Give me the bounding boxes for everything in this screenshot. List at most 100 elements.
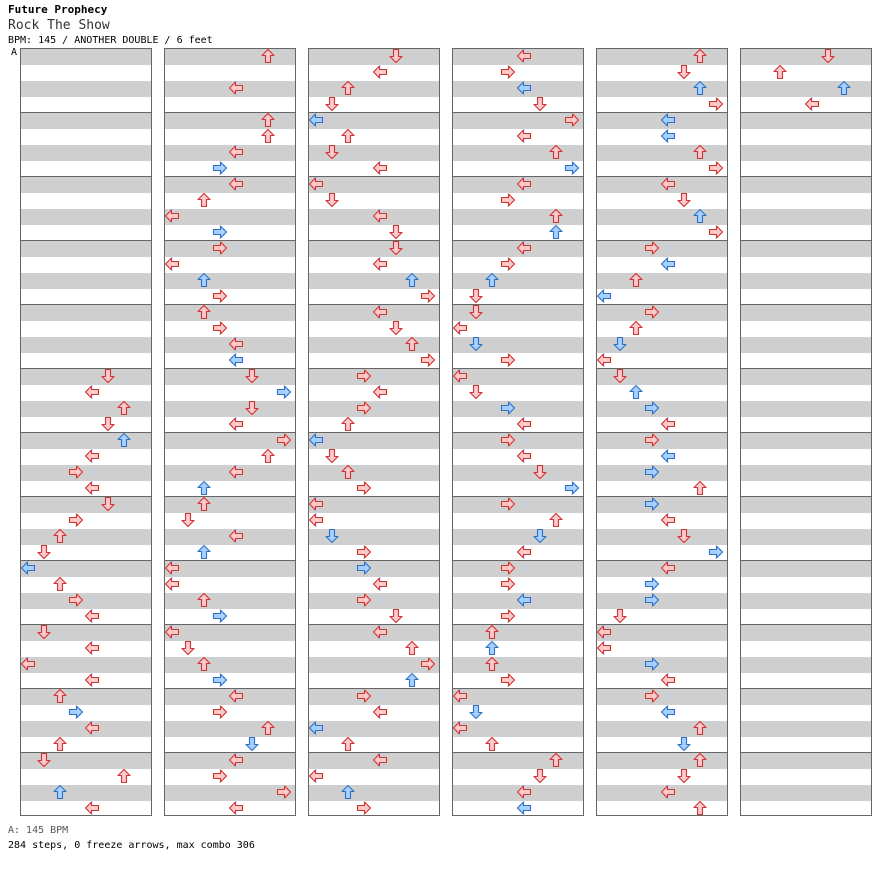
arrow-left-icon	[516, 448, 532, 464]
arrow-right-icon	[68, 464, 84, 480]
arrow-left-icon	[228, 464, 244, 480]
arrow-left-icon	[372, 160, 388, 176]
beat-stripe	[741, 305, 871, 321]
chart-info: BPM: 145 / ANOTHER DOUBLE / 6 feet	[8, 35, 213, 46]
arrow-right-icon	[500, 672, 516, 688]
measure-line	[453, 240, 583, 241]
arrow-down-icon	[36, 544, 52, 560]
arrow-left-icon	[308, 512, 324, 528]
beat-stripe	[21, 401, 151, 417]
arrow-up-icon	[404, 272, 420, 288]
measure-line	[21, 688, 151, 689]
arrow-up-icon	[340, 784, 356, 800]
measure-line	[453, 688, 583, 689]
arrow-right-icon	[212, 320, 228, 336]
arrow-down-icon	[388, 224, 404, 240]
measure-line	[21, 176, 151, 177]
arrow-down-icon	[36, 752, 52, 768]
arrow-right-icon	[708, 544, 724, 560]
arrow-up-icon	[52, 736, 68, 752]
arrow-left-icon	[660, 128, 676, 144]
arrow-down-icon	[676, 736, 692, 752]
arrow-right-icon	[212, 240, 228, 256]
measure-line	[165, 432, 295, 433]
measure-line	[21, 752, 151, 753]
beat-stripe	[741, 753, 871, 769]
arrow-up-icon	[484, 640, 500, 656]
beat-stripe	[165, 785, 295, 801]
beat-stripe	[21, 145, 151, 161]
arrow-right-icon	[420, 288, 436, 304]
arrow-up-icon	[628, 384, 644, 400]
arrow-left-icon	[308, 176, 324, 192]
beat-stripe	[309, 593, 439, 609]
measure-line	[741, 368, 871, 369]
beat-stripe	[597, 433, 727, 449]
arrow-up-icon	[196, 304, 212, 320]
beat-stripe	[165, 369, 295, 385]
measure-line	[597, 752, 727, 753]
beat-stripe	[741, 625, 871, 641]
arrow-right-icon	[212, 160, 228, 176]
measure-line	[453, 560, 583, 561]
beat-stripe	[309, 401, 439, 417]
arrow-up-icon	[628, 320, 644, 336]
arrow-right-icon	[500, 400, 516, 416]
beat-stripe	[741, 401, 871, 417]
arrow-down-icon	[100, 496, 116, 512]
beat-stripe	[21, 785, 151, 801]
arrow-right-icon	[500, 432, 516, 448]
arrow-right-icon	[564, 112, 580, 128]
arrow-up-icon	[260, 720, 276, 736]
beat-stripe	[21, 81, 151, 97]
arrow-left-icon	[452, 688, 468, 704]
beat-stripe	[741, 273, 871, 289]
arrow-left-icon	[228, 176, 244, 192]
arrow-right-icon	[644, 592, 660, 608]
arrow-left-icon	[308, 112, 324, 128]
arrow-right-icon	[420, 656, 436, 672]
arrow-up-icon	[548, 144, 564, 160]
arrow-left-icon	[164, 576, 180, 592]
beat-stripe	[21, 593, 151, 609]
beat-stripe	[165, 433, 295, 449]
arrow-left-icon	[660, 512, 676, 528]
arrow-left-icon	[228, 800, 244, 816]
beat-stripe	[453, 625, 583, 641]
measure-line	[21, 304, 151, 305]
arrow-right-icon	[68, 704, 84, 720]
arrow-down-icon	[676, 528, 692, 544]
arrow-left-icon	[228, 752, 244, 768]
beat-stripe	[741, 81, 871, 97]
measure-line	[309, 624, 439, 625]
arrow-up-icon	[692, 80, 708, 96]
arrow-up-icon	[116, 400, 132, 416]
arrow-up-icon	[484, 656, 500, 672]
measure-line	[165, 176, 295, 177]
arrow-right-icon	[276, 784, 292, 800]
measure-line	[309, 560, 439, 561]
measure-line	[741, 624, 871, 625]
measure-line	[309, 240, 439, 241]
measure-line	[165, 240, 295, 241]
arrow-right-icon	[644, 304, 660, 320]
measure-line	[21, 368, 151, 369]
arrow-right-icon	[276, 384, 292, 400]
beat-stripe	[453, 305, 583, 321]
beat-stripe	[741, 177, 871, 193]
arrow-down-icon	[324, 144, 340, 160]
arrow-right-icon	[276, 432, 292, 448]
arrow-down-icon	[532, 528, 548, 544]
arrow-left-icon	[452, 320, 468, 336]
measure-line	[165, 112, 295, 113]
arrow-left-icon	[84, 800, 100, 816]
arrow-down-icon	[468, 384, 484, 400]
arrow-left-icon	[516, 592, 532, 608]
arrow-right-icon	[500, 352, 516, 368]
arrow-left-icon	[660, 448, 676, 464]
arrow-up-icon	[196, 480, 212, 496]
beat-stripe	[597, 81, 727, 97]
arrow-left-icon	[84, 608, 100, 624]
measure-line	[309, 752, 439, 753]
beat-stripe	[597, 273, 727, 289]
